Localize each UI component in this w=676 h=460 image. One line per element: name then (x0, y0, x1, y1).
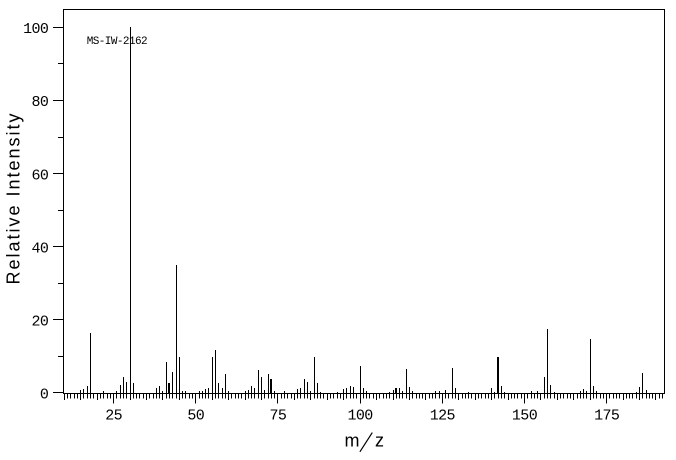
svg-text:20: 20 (31, 314, 48, 331)
svg-text:100: 100 (23, 21, 49, 38)
svg-text:75: 75 (269, 408, 286, 425)
svg-text:40: 40 (31, 240, 48, 257)
svg-text:m: m (345, 431, 360, 451)
svg-text:Relative Intensity: Relative Intensity (4, 111, 24, 284)
svg-text:MS-IW-2162: MS-IW-2162 (87, 36, 147, 48)
svg-text:60: 60 (31, 167, 48, 184)
svg-text:150: 150 (512, 408, 538, 425)
svg-text:0: 0 (40, 387, 49, 404)
svg-text:175: 175 (594, 408, 620, 425)
svg-text:80: 80 (31, 94, 48, 111)
svg-text:z: z (375, 431, 384, 451)
svg-text:125: 125 (430, 408, 456, 425)
svg-text:25: 25 (105, 408, 122, 425)
svg-text:50: 50 (187, 408, 204, 425)
svg-text:100: 100 (347, 408, 373, 425)
